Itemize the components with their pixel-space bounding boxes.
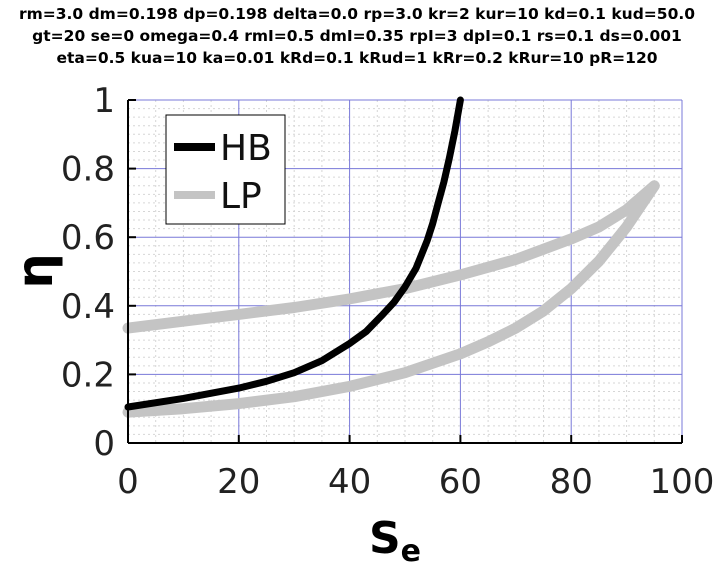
x-tick-label: 60 (439, 462, 482, 502)
x-axis-label: Se (369, 513, 421, 565)
x-tick-label: 80 (550, 462, 593, 502)
x-axis-label-main: S (369, 513, 401, 564)
legend-label-lp: LP (220, 176, 262, 217)
x-tick-label: 40 (328, 462, 371, 502)
chart-title-line-2: gt=20 se=0 omega=0.4 rmI=0.5 dmI=0.35 rp… (32, 27, 682, 45)
y-tick-label: 1 (93, 81, 115, 121)
x-axis-label-subscript: e (401, 534, 421, 565)
x-tick-label: 100 (650, 462, 714, 502)
y-axis-label: η (6, 253, 64, 289)
legend-label-hb: HB (220, 128, 272, 169)
series-line-lp (122, 180, 660, 418)
x-tick-label: 0 (117, 462, 139, 502)
x-axis-ticks: 0 20 40 60 80 100 (117, 435, 714, 502)
x-tick-label: 20 (217, 462, 260, 502)
y-tick-label: 0.2 (61, 355, 115, 395)
y-axis-ticks: 0 0.2 0.4 0.6 0.8 1 (61, 81, 136, 464)
y-tick-label: 0.4 (61, 287, 115, 327)
series-line-hb (124, 96, 464, 411)
y-tick-label: 0.8 (61, 150, 115, 190)
y-tick-label: 0.6 (61, 218, 115, 258)
chart-title-line-3: eta=0.5 kua=10 ka=0.01 kRd=0.1 kRud=1 kR… (56, 49, 657, 67)
y-tick-label: 0 (93, 424, 115, 464)
series-layer (122, 96, 660, 418)
chart-title-line-1: rm=3.0 dm=0.198 dp=0.198 delta=0.0 rp=3.… (19, 5, 695, 23)
legend-box (165, 114, 286, 225)
legend: HB LP (165, 114, 286, 225)
